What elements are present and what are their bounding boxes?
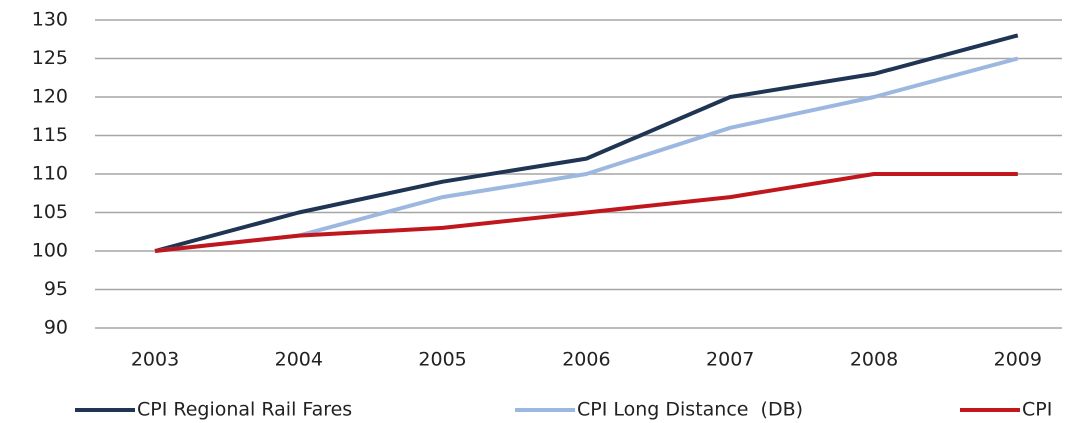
y-tick-label: 100: [32, 240, 68, 262]
x-tick-label: 2005: [418, 349, 466, 371]
y-tick-label: 125: [32, 47, 68, 69]
y-tick-label: 110: [32, 163, 68, 185]
x-tick-label: 2006: [562, 349, 610, 371]
y-tick-label: 130: [32, 9, 68, 31]
x-tick-label: 2004: [275, 349, 323, 371]
series-line: [154, 172, 1018, 253]
y-tick-label: 115: [32, 124, 68, 146]
x-tick-label: 2003: [131, 349, 179, 371]
series-line: [154, 56, 1019, 253]
legend-label: CPI Long Distance (DB): [577, 399, 803, 421]
legend-label: CPI: [1022, 399, 1052, 421]
y-tick-label: 105: [32, 201, 68, 223]
y-tick-label: 95: [44, 278, 68, 300]
x-tick-label: 2009: [994, 349, 1042, 371]
legend-label: CPI Regional Rail Fares: [137, 399, 352, 421]
x-tick-label: 2008: [850, 349, 898, 371]
y-tick-label: 120: [32, 86, 68, 108]
x-tick-label: 2007: [706, 349, 754, 371]
series-line: [154, 33, 1019, 253]
y-tick-label: 90: [44, 317, 68, 339]
